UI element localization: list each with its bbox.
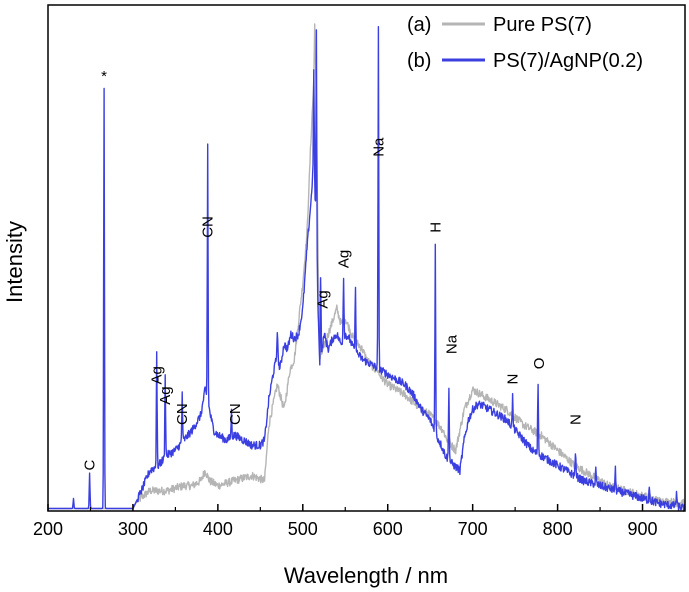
annotation-cn-5: CN (200, 216, 217, 238)
legend: (a) Pure PS(7) (b) PS(7)/AgNP(0.2) (407, 14, 643, 72)
x-axis: 200 300 400 500 600 700 800 900 (33, 504, 658, 539)
x-tick-label-400: 400 (203, 519, 233, 539)
annotation-n-12: N (505, 374, 522, 385)
annotation-asterisk-1: * (101, 68, 107, 85)
x-tick-label-900: 900 (628, 519, 658, 539)
legend-a-label: Pure PS(7) (493, 14, 592, 36)
annotation-na-11: Na (443, 334, 460, 354)
x-axis-title: Wavelength / nm (284, 563, 448, 588)
series-line-b (47, 26, 686, 512)
x-tick-label-700: 700 (458, 519, 488, 539)
annotation-o-13: O (531, 358, 548, 370)
annotation-ag-8: Ag (336, 250, 353, 268)
annotation-cn-4: CN (174, 403, 191, 425)
x-tick-label-600: 600 (373, 519, 403, 539)
plot-frame (47, 4, 686, 512)
annotation-c-0: C (82, 460, 99, 471)
x-tick-label-500: 500 (288, 519, 318, 539)
annotation-ag-7: Ag (314, 290, 331, 308)
legend-b-marker: (b) (407, 50, 431, 72)
annotation-ag-3: Ag (157, 386, 174, 404)
x-tick-label-200: 200 (33, 519, 63, 539)
legend-b-label: PS(7)/AgNP(0.2) (493, 50, 643, 72)
annotation-cn-6: CN (227, 403, 244, 425)
annotation-n-14: N (567, 414, 584, 425)
y-axis-title: Intensity (2, 221, 27, 303)
annotation-h-10: H (427, 222, 444, 233)
x-tick-label-300: 300 (118, 519, 148, 539)
series-line-a (47, 23, 686, 510)
legend-a-marker: (a) (407, 14, 431, 36)
annotation-ag-2: Ag (149, 366, 166, 384)
annotation-na-9: Na (370, 137, 387, 157)
plot-lines (47, 23, 686, 512)
x-tick-label-800: 800 (543, 519, 573, 539)
